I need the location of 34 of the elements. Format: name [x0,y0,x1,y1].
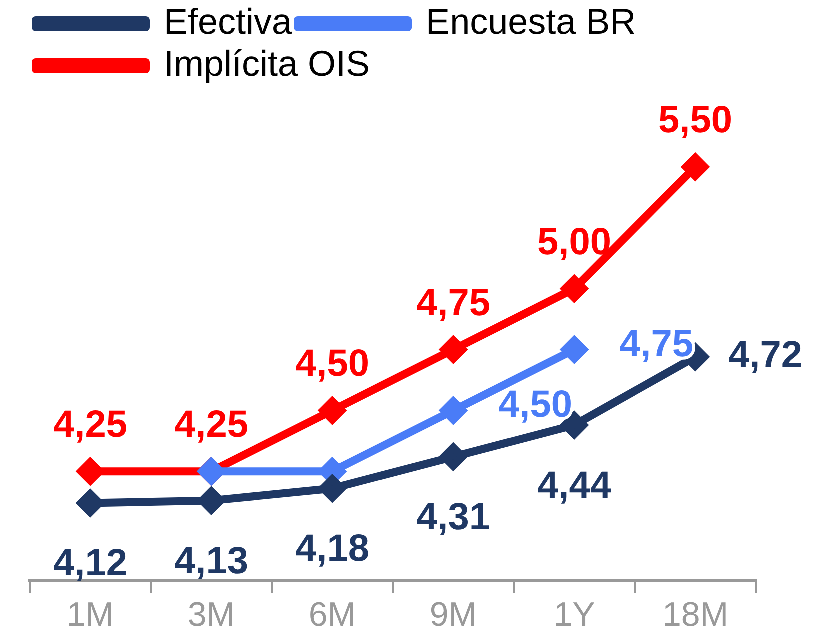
point [320,476,346,502]
point [440,398,466,424]
x-tick-label: 3M [188,596,236,634]
legend-label: Encuesta BR [426,0,636,42]
data-label: 4,25 [174,404,248,446]
point [78,458,104,485]
point [562,276,588,302]
data-label: 4,75 [620,323,694,366]
point [562,336,588,363]
data-label: 4,12 [54,542,128,585]
data-label: 4,50 [296,343,370,386]
data-label: 4,75 [416,282,490,324]
data-label: 5,00 [538,221,612,264]
data-label: 4,72 [728,334,802,377]
point [682,154,708,180]
data-label: 4,50 [498,384,572,426]
point [440,336,466,363]
data-label: 4,44 [538,464,612,507]
x-tick-label: 1M [66,596,114,634]
legend-label: Implícita OIS [164,42,370,84]
data-label: 5,50 [658,100,732,142]
point [198,488,224,514]
point [78,490,104,516]
data-label: 4,31 [416,496,490,538]
x-tick-label: 18M [662,596,729,634]
x-tick-label: 6M [308,596,356,634]
data-label: 4,25 [54,404,128,446]
point [440,444,466,470]
data-label: 4,13 [174,540,248,582]
data-label: 4,18 [296,528,370,570]
legend-label: Efectiva [164,0,294,42]
point [320,398,346,424]
x-tick-label: 9M [430,596,478,634]
x-tick-label: 1Y [554,596,596,634]
